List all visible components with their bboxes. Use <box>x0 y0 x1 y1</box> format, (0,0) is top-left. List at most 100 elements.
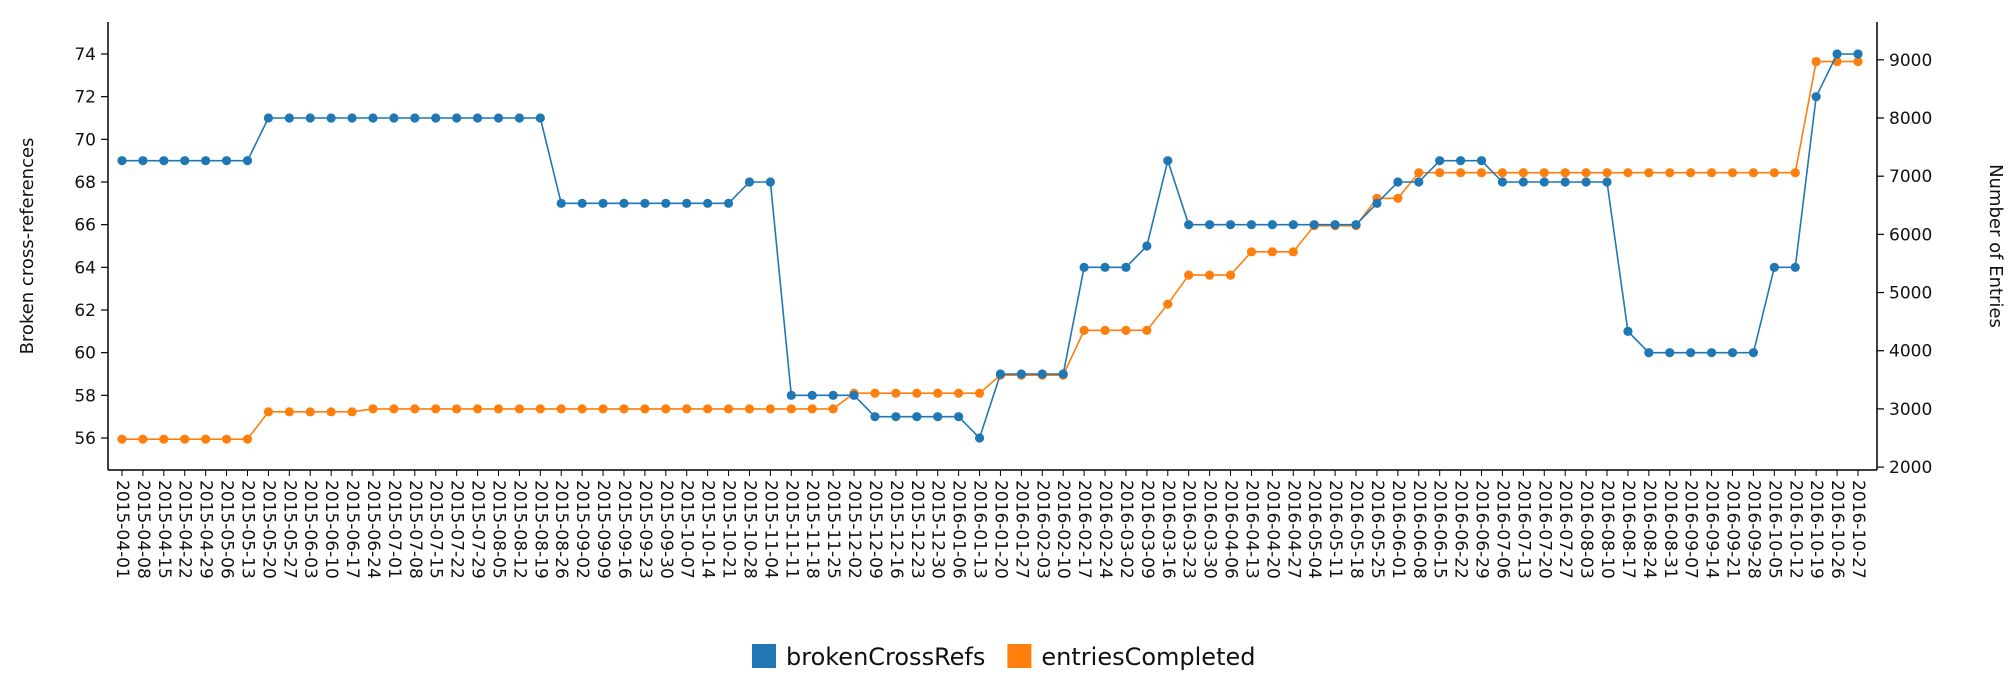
x-tick-label: 2015-07-01 <box>384 480 404 579</box>
x-tick-label: 2016-06-29 <box>1472 480 1492 579</box>
left-y-tick-label: 60 <box>74 344 96 364</box>
data-point-entriesCompleted <box>1560 168 1570 178</box>
data-point-brokenCrossRefs <box>1351 220 1361 230</box>
x-tick-label: 2015-07-22 <box>447 480 467 579</box>
x-tick-label: 2015-04-15 <box>154 480 174 579</box>
x-tick-label: 2016-02-10 <box>1053 480 1073 579</box>
data-point-entriesCompleted <box>221 434 232 444</box>
right-y-tick-label: 8000 <box>1889 109 1932 129</box>
data-point-brokenCrossRefs <box>1330 220 1340 230</box>
data-point-brokenCrossRefs <box>1184 220 1194 230</box>
data-point-entriesCompleted <box>1079 325 1089 335</box>
data-point-entriesCompleted <box>954 388 964 398</box>
data-point-entriesCompleted <box>242 434 253 444</box>
legend-label-entriesCompleted: entriesCompleted <box>1041 643 1255 671</box>
data-point-entriesCompleted <box>263 407 274 417</box>
x-tick-label: 2016-07-13 <box>1513 480 1533 579</box>
data-point-entriesCompleted <box>284 407 294 417</box>
data-point-entriesCompleted <box>640 404 650 414</box>
data-point-brokenCrossRefs <box>849 390 859 400</box>
x-tick-label: 2015-09-23 <box>635 480 655 579</box>
x-tick-label: 2015-05-20 <box>258 480 278 579</box>
data-point-entriesCompleted <box>1476 168 1487 178</box>
data-point-entriesCompleted <box>180 434 190 444</box>
data-point-entriesCompleted <box>1225 270 1236 280</box>
data-point-brokenCrossRefs <box>661 198 671 208</box>
data-point-entriesCompleted <box>431 404 441 414</box>
data-point-entriesCompleted <box>974 388 985 398</box>
data-point-entriesCompleted <box>535 404 545 414</box>
data-point-entriesCompleted <box>828 404 838 414</box>
data-point-entriesCompleted <box>1518 168 1528 178</box>
x-tick-label: 2015-10-28 <box>739 480 759 579</box>
data-point-brokenCrossRefs <box>1435 156 1445 166</box>
x-tick-label: 2015-04-01 <box>112 480 132 579</box>
data-point-entriesCompleted <box>368 404 378 414</box>
data-point-brokenCrossRefs <box>703 198 713 208</box>
data-point-entriesCompleted <box>556 404 566 414</box>
data-point-brokenCrossRefs <box>1309 220 1319 230</box>
data-point-brokenCrossRefs <box>1100 262 1110 272</box>
data-point-entriesCompleted <box>1748 168 1759 178</box>
x-tick-label: 2015-09-30 <box>656 480 676 579</box>
x-tick-label: 2016-05-11 <box>1325 480 1345 579</box>
data-point-entriesCompleted <box>117 434 127 444</box>
data-point-brokenCrossRefs <box>117 156 127 166</box>
data-point-brokenCrossRefs <box>1058 369 1068 379</box>
data-point-brokenCrossRefs <box>1205 220 1215 230</box>
x-tick-label: 2015-12-09 <box>865 480 885 579</box>
data-point-brokenCrossRefs <box>1246 220 1257 230</box>
x-tick-label: 2015-10-07 <box>677 480 697 579</box>
data-point-brokenCrossRefs <box>1163 156 1173 166</box>
x-tick-label: 2016-07-20 <box>1534 480 1554 579</box>
data-point-brokenCrossRefs <box>577 198 587 208</box>
data-point-entriesCompleted <box>786 404 796 414</box>
data-point-brokenCrossRefs <box>493 113 504 123</box>
x-tick-label: 2016-07-06 <box>1492 480 1512 579</box>
x-tick-label: 2015-05-06 <box>217 480 237 579</box>
data-point-entriesCompleted <box>472 404 483 414</box>
data-point-brokenCrossRefs <box>1037 369 1047 379</box>
x-tick-label: 2016-03-23 <box>1179 480 1199 579</box>
x-tick-label: 2016-08-17 <box>1618 480 1638 579</box>
legend-swatch-entriesCompleted <box>1007 644 1032 668</box>
x-tick-label: 2016-02-24 <box>1095 480 1115 579</box>
data-point-entriesCompleted <box>138 434 148 444</box>
x-tick-label: 2016-02-17 <box>1074 480 1094 579</box>
x-tick-label: 2016-03-16 <box>1158 480 1178 579</box>
data-point-brokenCrossRefs <box>347 113 357 123</box>
x-tick-label: 2015-06-17 <box>342 480 362 579</box>
left-axis-title: Broken cross-references <box>17 138 38 355</box>
data-point-brokenCrossRefs <box>1142 241 1152 251</box>
data-point-brokenCrossRefs <box>891 412 901 422</box>
data-point-entriesCompleted <box>1686 168 1696 178</box>
data-point-brokenCrossRefs <box>1832 49 1842 59</box>
data-point-brokenCrossRefs <box>326 113 336 123</box>
data-point-entriesCompleted <box>1456 168 1466 178</box>
data-point-brokenCrossRefs <box>598 198 608 208</box>
x-tick-label: 2015-12-02 <box>844 480 864 579</box>
left-y-tick-label: 68 <box>74 173 96 193</box>
data-point-brokenCrossRefs <box>807 390 817 400</box>
data-point-entriesCompleted <box>1497 168 1508 178</box>
data-point-entriesCompleted <box>807 404 817 414</box>
x-tick-label: 2015-05-27 <box>279 480 299 579</box>
x-tick-label: 2016-08-10 <box>1597 480 1617 579</box>
data-point-entriesCompleted <box>1246 247 1257 257</box>
data-point-brokenCrossRefs <box>242 156 253 166</box>
left-y-tick-label: 64 <box>74 258 96 278</box>
data-point-entriesCompleted <box>514 404 524 414</box>
x-tick-label: 2015-09-16 <box>614 480 634 579</box>
x-tick-label: 2015-12-30 <box>928 480 948 579</box>
data-point-brokenCrossRefs <box>263 113 274 123</box>
x-tick-label: 2016-01-27 <box>1011 480 1031 579</box>
x-tick-label: 2015-09-09 <box>593 480 613 579</box>
x-tick-label: 2015-08-26 <box>551 480 571 579</box>
data-point-entriesCompleted <box>1811 56 1821 67</box>
left-y-tick-label: 72 <box>74 88 96 108</box>
data-point-entriesCompleted <box>598 404 608 414</box>
data-point-entriesCompleted <box>1267 247 1277 257</box>
x-tick-label: 2015-11-04 <box>760 480 780 579</box>
x-tick-label: 2016-03-09 <box>1137 480 1157 579</box>
